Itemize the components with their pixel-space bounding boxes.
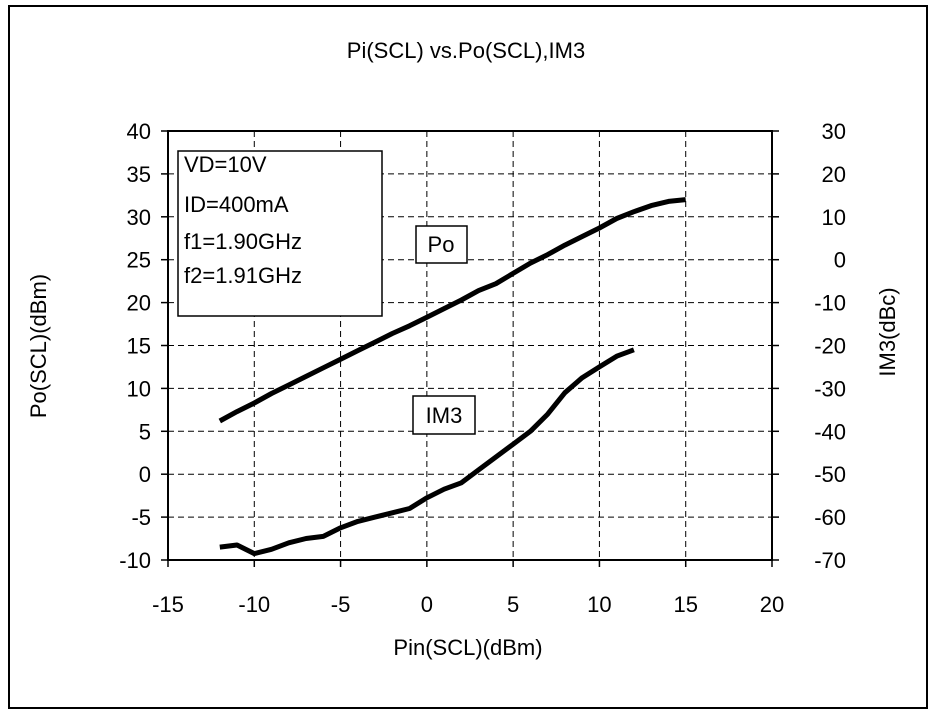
y2-tick-label: -30 [814,376,846,401]
y2-tick-label: -20 [814,334,846,359]
series-line-po [218,197,686,424]
series-line-im3 [219,347,635,557]
condition-id: ID=400mA [184,192,289,217]
y-tick-labels: -10 -5 0 5 10 15 20 25 30 35 40 [119,119,151,573]
y-tick-label: 40 [127,119,151,144]
x-tick-label: -10 [238,592,270,617]
y2-tick-label: -60 [814,505,846,530]
y-tick-label: -5 [131,505,151,530]
x-axis-label: Pin(SCL)(dBm) [393,635,542,660]
x-tick-label: -5 [331,592,351,617]
condition-f1: f1=1.90GHz [184,229,302,254]
x-tick-label: -15 [152,592,184,617]
y2-tick-label: 20 [822,162,846,187]
im3-callout: IM3 [412,395,476,435]
chart-border [8,5,928,709]
y2-tick-labels: -70 -60 -50 -40 -30 -20 -10 0 10 20 30 [814,119,846,573]
y-tick-label: 5 [139,419,151,444]
condition-f2: f2=1.91GHz [184,263,302,288]
y2-tick-label: -50 [814,462,846,487]
x-tick-label: 0 [421,592,433,617]
x-tick-label: 5 [507,592,519,617]
y-tick-label: -10 [119,548,151,573]
y-tick-label: 0 [139,462,151,487]
y2-axis-label: IM3(dBc) [875,287,900,376]
x-tick-label: 10 [587,592,611,617]
y-axis-label: Po(SCL)(dBm) [26,274,51,418]
chart-title: Pi(SCL) vs.Po(SCL),IM3 [347,38,585,63]
y-tick-label: 30 [127,205,151,230]
po-series-label: Po [428,232,455,257]
y2-tick-label: 10 [822,205,846,230]
series-lines [218,197,686,557]
x-tick-label: 15 [673,592,697,617]
y2-tick-label: -40 [814,419,846,444]
y2-tick-label: 30 [822,119,846,144]
y2-tick-label: -10 [814,291,846,316]
y2-tick-label: -70 [814,548,846,573]
x-tick-label: 20 [760,592,784,617]
y-tick-label: 15 [127,334,151,359]
y-tick-label: 35 [127,162,151,187]
y-tick-label: 10 [127,376,151,401]
y2-tick-label: 0 [834,248,846,273]
x-tick-labels: -15 -10 -5 0 5 10 15 20 [152,592,784,617]
condition-vd: VD=10V [184,152,267,177]
conditions-box: VD=10V ID=400mA f1=1.90GHz f2=1.91GHz [177,150,383,317]
y-tick-label: 20 [127,291,151,316]
axis-ticks [161,130,779,567]
y-tick-label: 25 [127,248,151,273]
im3-series-label: IM3 [426,403,463,428]
po-callout: Po [415,225,468,264]
